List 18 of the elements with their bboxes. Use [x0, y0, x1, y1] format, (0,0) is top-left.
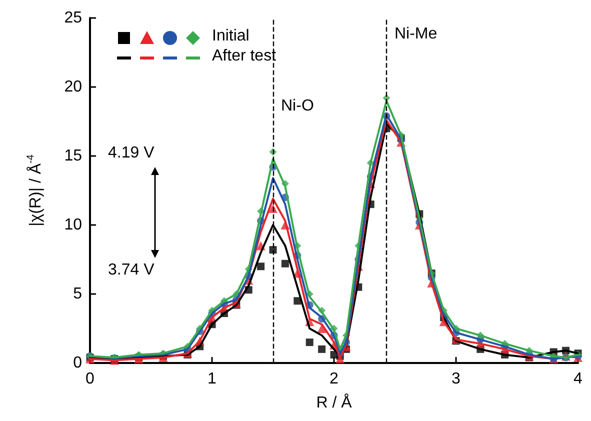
- y-tick-label: 20: [64, 78, 82, 96]
- annotation: 3.74 V: [108, 262, 155, 278]
- annotation: 4.19 V: [108, 144, 155, 162]
- y-tick-label: 0: [73, 354, 82, 372]
- x-tick-label: 0: [86, 370, 95, 388]
- y-tick-label: 5: [73, 286, 82, 302]
- ref-line-label: Ni-Me: [394, 26, 438, 42]
- x-tick-label: 4: [574, 370, 583, 388]
- y-tick-label: 25: [64, 10, 82, 26]
- y-tick-label: 10: [64, 216, 82, 234]
- ref-line-label: Ni-O: [281, 98, 314, 114]
- y-axis-title: |χ(R)| / Å-4: [26, 154, 44, 226]
- x-tick-label: 1: [208, 370, 217, 388]
- x-axis-title: R / Å: [316, 394, 352, 412]
- x-tick-label: 2: [330, 370, 339, 388]
- annotation: Initial: [212, 28, 250, 44]
- x-tick-label: 3: [452, 370, 461, 388]
- y-tick-label: 15: [64, 148, 82, 164]
